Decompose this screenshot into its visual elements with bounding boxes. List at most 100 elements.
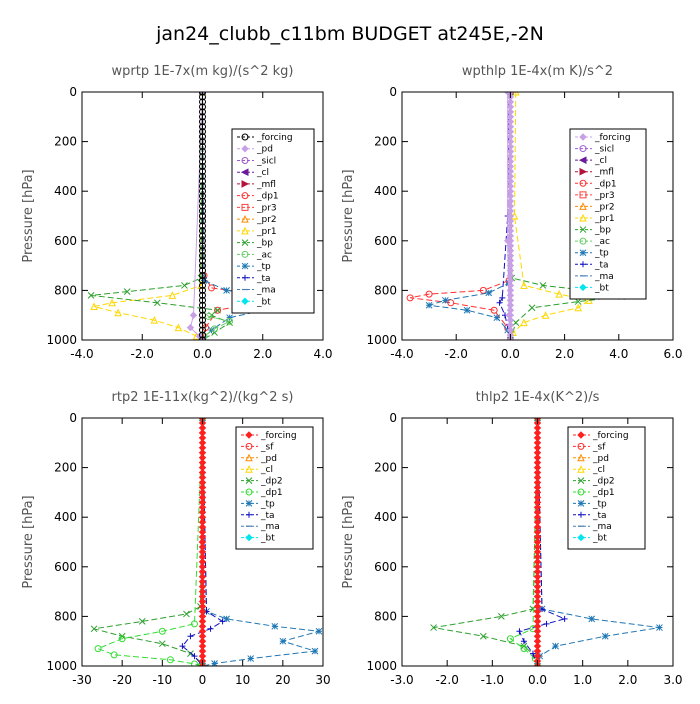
data-point_pr1 bbox=[512, 92, 520, 96]
legend-marker bbox=[579, 179, 587, 187]
data-point_dp1 bbox=[190, 620, 198, 628]
legend-label: _tp bbox=[594, 249, 609, 259]
data-point_dp2 bbox=[90, 625, 98, 633]
legend-label: _cl bbox=[594, 156, 607, 166]
data-point_tp bbox=[442, 296, 449, 304]
legend-marker bbox=[577, 453, 585, 462]
legend-marker bbox=[579, 167, 588, 176]
data-point_forcing bbox=[199, 202, 206, 210]
legend-box bbox=[569, 128, 647, 300]
legend-label: _sicl bbox=[594, 145, 614, 155]
series-group bbox=[430, 418, 663, 666]
legend-marker bbox=[241, 215, 249, 223]
data-point_pr1 bbox=[555, 290, 563, 298]
data-point_forcing bbox=[199, 123, 206, 131]
data-point_dp1 bbox=[94, 645, 102, 653]
legend-label: _dp2 bbox=[260, 477, 283, 487]
legend-marker bbox=[579, 237, 587, 245]
series-line_pr1 bbox=[509, 92, 591, 340]
chart-title: wpthlp 1E-4x(m K)/s^2 bbox=[462, 64, 613, 79]
data-point_dp1 bbox=[425, 290, 433, 298]
data-point_forcing bbox=[199, 296, 206, 304]
data-point_tp bbox=[200, 277, 208, 284]
legend-label: _pd bbox=[256, 145, 273, 155]
data-point_forcing bbox=[199, 242, 206, 250]
legend-marker bbox=[241, 297, 249, 305]
series-line_pr1 bbox=[93, 92, 203, 340]
x-tick-label: 4.0 bbox=[609, 347, 628, 361]
legend-marker bbox=[579, 249, 587, 257]
legend-marker bbox=[241, 180, 250, 188]
legend: _forcing _pd_sicl _cl _mfl _dp1_pr3 _pr2 _pr1 _… bbox=[231, 128, 315, 314]
data-point_forcing bbox=[199, 177, 206, 185]
data-point_ta bbox=[561, 615, 568, 622]
data-point_bp bbox=[528, 304, 536, 312]
legend-marker bbox=[245, 533, 253, 542]
x-tick-label: 3.0 bbox=[663, 673, 682, 687]
series-line_ac bbox=[202, 92, 232, 340]
series-line_tp bbox=[202, 418, 320, 666]
legend-marker bbox=[579, 213, 587, 222]
legend-label: _forcing bbox=[592, 431, 629, 441]
legend-label: _dp1 bbox=[256, 192, 279, 202]
legend-label: _cl bbox=[260, 465, 273, 475]
data-point_forcing bbox=[199, 118, 206, 126]
legend-marker bbox=[579, 283, 587, 292]
legend-label: _ta bbox=[260, 511, 275, 521]
y-tick-label: 200 bbox=[54, 461, 77, 475]
data-point_forcing bbox=[199, 227, 206, 235]
data-point_forcing bbox=[199, 133, 206, 141]
y-tick-label: 0 bbox=[69, 411, 77, 425]
legend-marker bbox=[245, 442, 253, 450]
legend-label: _bp bbox=[256, 239, 273, 249]
x-tick-label: -1.0 bbox=[481, 673, 504, 687]
data-point_forcing bbox=[199, 207, 206, 215]
data-point_tp bbox=[485, 289, 493, 297]
data-point_pr1 bbox=[520, 318, 528, 327]
legend-marker bbox=[241, 239, 249, 246]
data-point_ta bbox=[496, 299, 503, 306]
data-point_forcing bbox=[199, 217, 206, 225]
y-tick-label: 0 bbox=[69, 85, 77, 99]
legend: _forcing_sf _pd_cl _dp2_dp1_tp _ta_ma _bt bbox=[567, 426, 646, 550]
data-point_forcing bbox=[199, 311, 206, 319]
data-point_forcing bbox=[199, 321, 206, 329]
data-point_forcing bbox=[199, 326, 206, 334]
legend-marker bbox=[578, 511, 584, 518]
y-tick-label: 600 bbox=[54, 560, 77, 574]
data-point_forcing bbox=[199, 281, 206, 289]
data-point_bp bbox=[123, 288, 131, 295]
y-tick-label: 600 bbox=[374, 234, 397, 248]
legend-label: _ma bbox=[256, 286, 276, 296]
data-point_dp1 bbox=[529, 625, 537, 633]
data-point_tp bbox=[315, 627, 323, 635]
legend-marker bbox=[242, 274, 248, 281]
data-point_forcing bbox=[199, 138, 206, 146]
data-point_dp2 bbox=[520, 642, 528, 650]
data-point_dp1 bbox=[118, 635, 126, 643]
x-tick-label: 30 bbox=[315, 673, 330, 687]
x-tick-label: 10 bbox=[235, 673, 250, 687]
data-point_dp1 bbox=[110, 651, 118, 659]
legend-marker bbox=[246, 511, 252, 518]
data-point_ta bbox=[499, 294, 506, 301]
data-point_dp1 bbox=[166, 656, 174, 664]
legend-label: _pd bbox=[260, 454, 277, 464]
legend-label: _sf bbox=[592, 442, 606, 452]
series-line_dp2 bbox=[433, 418, 538, 666]
legend: _forcing_sf _pd_cl _dp2_dp1_tp _ta_ma _bt bbox=[235, 426, 314, 550]
data-point_dp2 bbox=[479, 632, 487, 640]
data-point_forcing bbox=[199, 157, 206, 165]
series-line_dp1 bbox=[96, 418, 203, 666]
data-point_pr1 bbox=[520, 281, 528, 289]
x-tick-label: -30 bbox=[72, 673, 92, 687]
y-tick-label: 800 bbox=[374, 283, 397, 297]
data-point_bp bbox=[181, 282, 188, 289]
data-point_forcing bbox=[199, 197, 206, 205]
series-group bbox=[90, 418, 323, 666]
data-point_forcing bbox=[199, 148, 206, 156]
x-tick-label: 4.0 bbox=[313, 347, 332, 361]
legend-marker bbox=[245, 488, 253, 496]
y-axis-label: Pressure [hPa] bbox=[21, 169, 36, 262]
